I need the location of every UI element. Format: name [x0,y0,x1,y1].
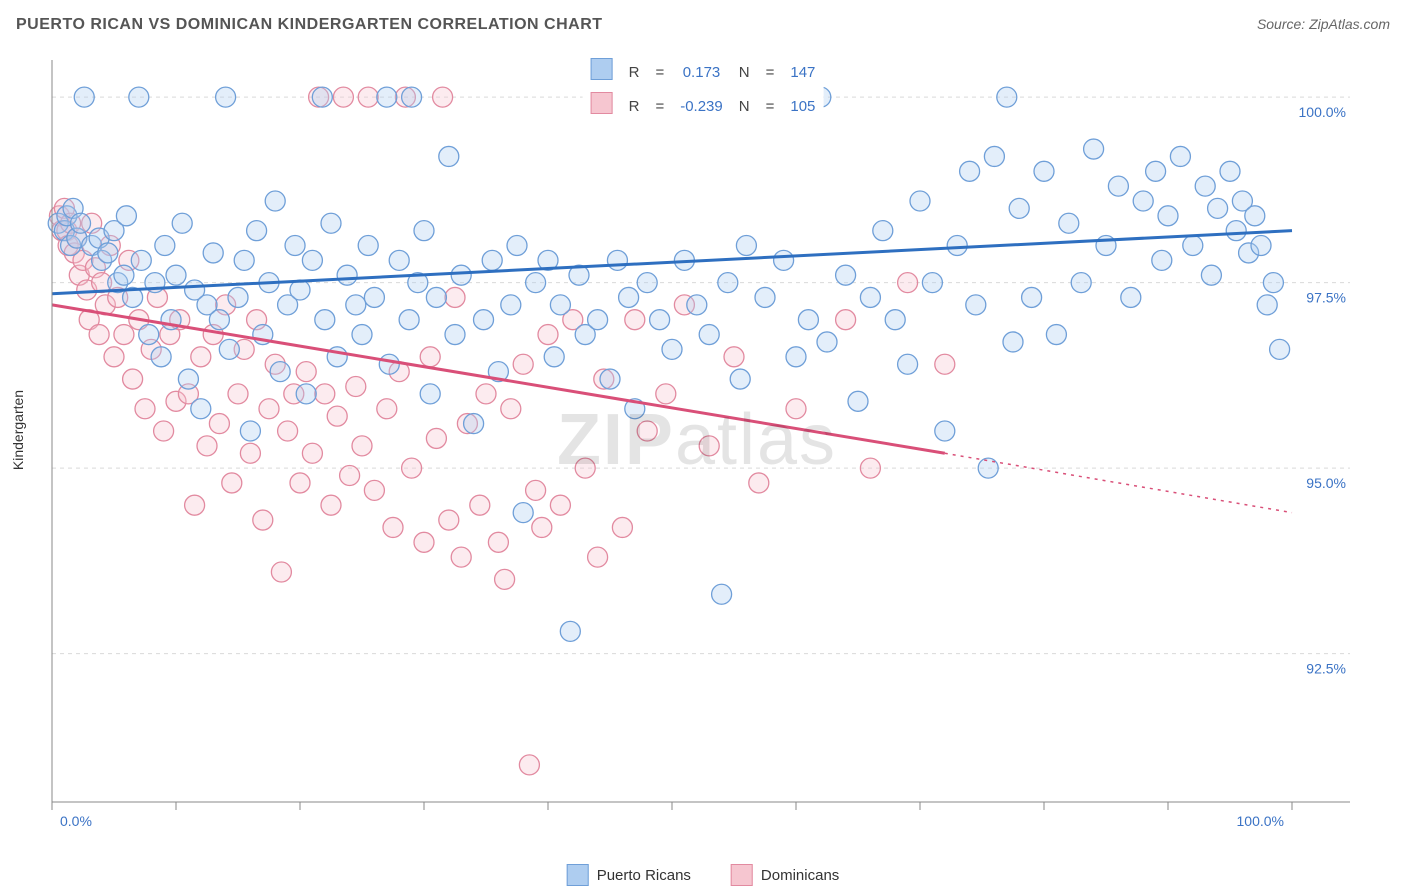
source-attribution: Source: ZipAtlas.com [1257,16,1390,32]
legend-swatch-pr [567,864,589,886]
n-label: N [731,90,758,124]
eq-sign: = [758,56,783,90]
n-label: N [731,56,758,90]
swatch-dominicans [591,92,613,114]
eq-sign: = [647,56,672,90]
legend-label-dom: Dominicans [761,867,839,884]
corr-row-pr: R = 0.173 N = 147 [583,56,824,90]
r-label: R [621,56,648,90]
correlation-legend: R = 0.173 N = 147 R = -0.239 N = 105 [583,56,824,124]
corr-row-dom: R = -0.239 N = 105 [583,90,824,124]
svg-text:100.0%: 100.0% [1299,104,1346,120]
legend-label-pr: Puerto Ricans [597,867,691,884]
svg-text:0.0%: 0.0% [60,813,92,829]
svg-text:100.0%: 100.0% [1237,813,1284,829]
series-legend: Puerto Ricans Dominicans [567,864,840,886]
chart-title: PUERTO RICAN VS DOMINICAN KINDERGARTEN C… [16,16,603,34]
plot-area: 92.5%95.0%97.5%100.0%0.0%100.0% ZIPatlas [42,50,1352,830]
svg-text:95.0%: 95.0% [1306,475,1346,491]
r-label: R [621,90,648,124]
svg-text:92.5%: 92.5% [1306,661,1346,677]
r-value-dom: -0.239 [672,90,731,124]
n-value-pr: 147 [782,56,823,90]
eq-sign: = [647,90,672,124]
legend-item-dom: Dominicans [731,864,839,886]
scatter-plot-svg: 92.5% 95.0% 97.5% 100.0% 0.0% 100.0% [42,50,1352,830]
y-axis-label: Kindergarten [10,390,26,470]
chart-container: PUERTO RICAN VS DOMINICAN KINDERGARTEN C… [0,0,1406,892]
eq-sign: = [758,90,783,124]
n-value-dom: 105 [782,90,823,124]
correlation-table: R = 0.173 N = 147 R = -0.239 N = 105 [583,56,824,124]
svg-text:97.5%: 97.5% [1306,290,1346,306]
legend-swatch-dom [731,864,753,886]
r-value-pr: 0.173 [672,56,731,90]
legend-item-pr: Puerto Ricans [567,864,691,886]
swatch-puerto-ricans [591,58,613,80]
title-row: PUERTO RICAN VS DOMINICAN KINDERGARTEN C… [16,16,1390,34]
